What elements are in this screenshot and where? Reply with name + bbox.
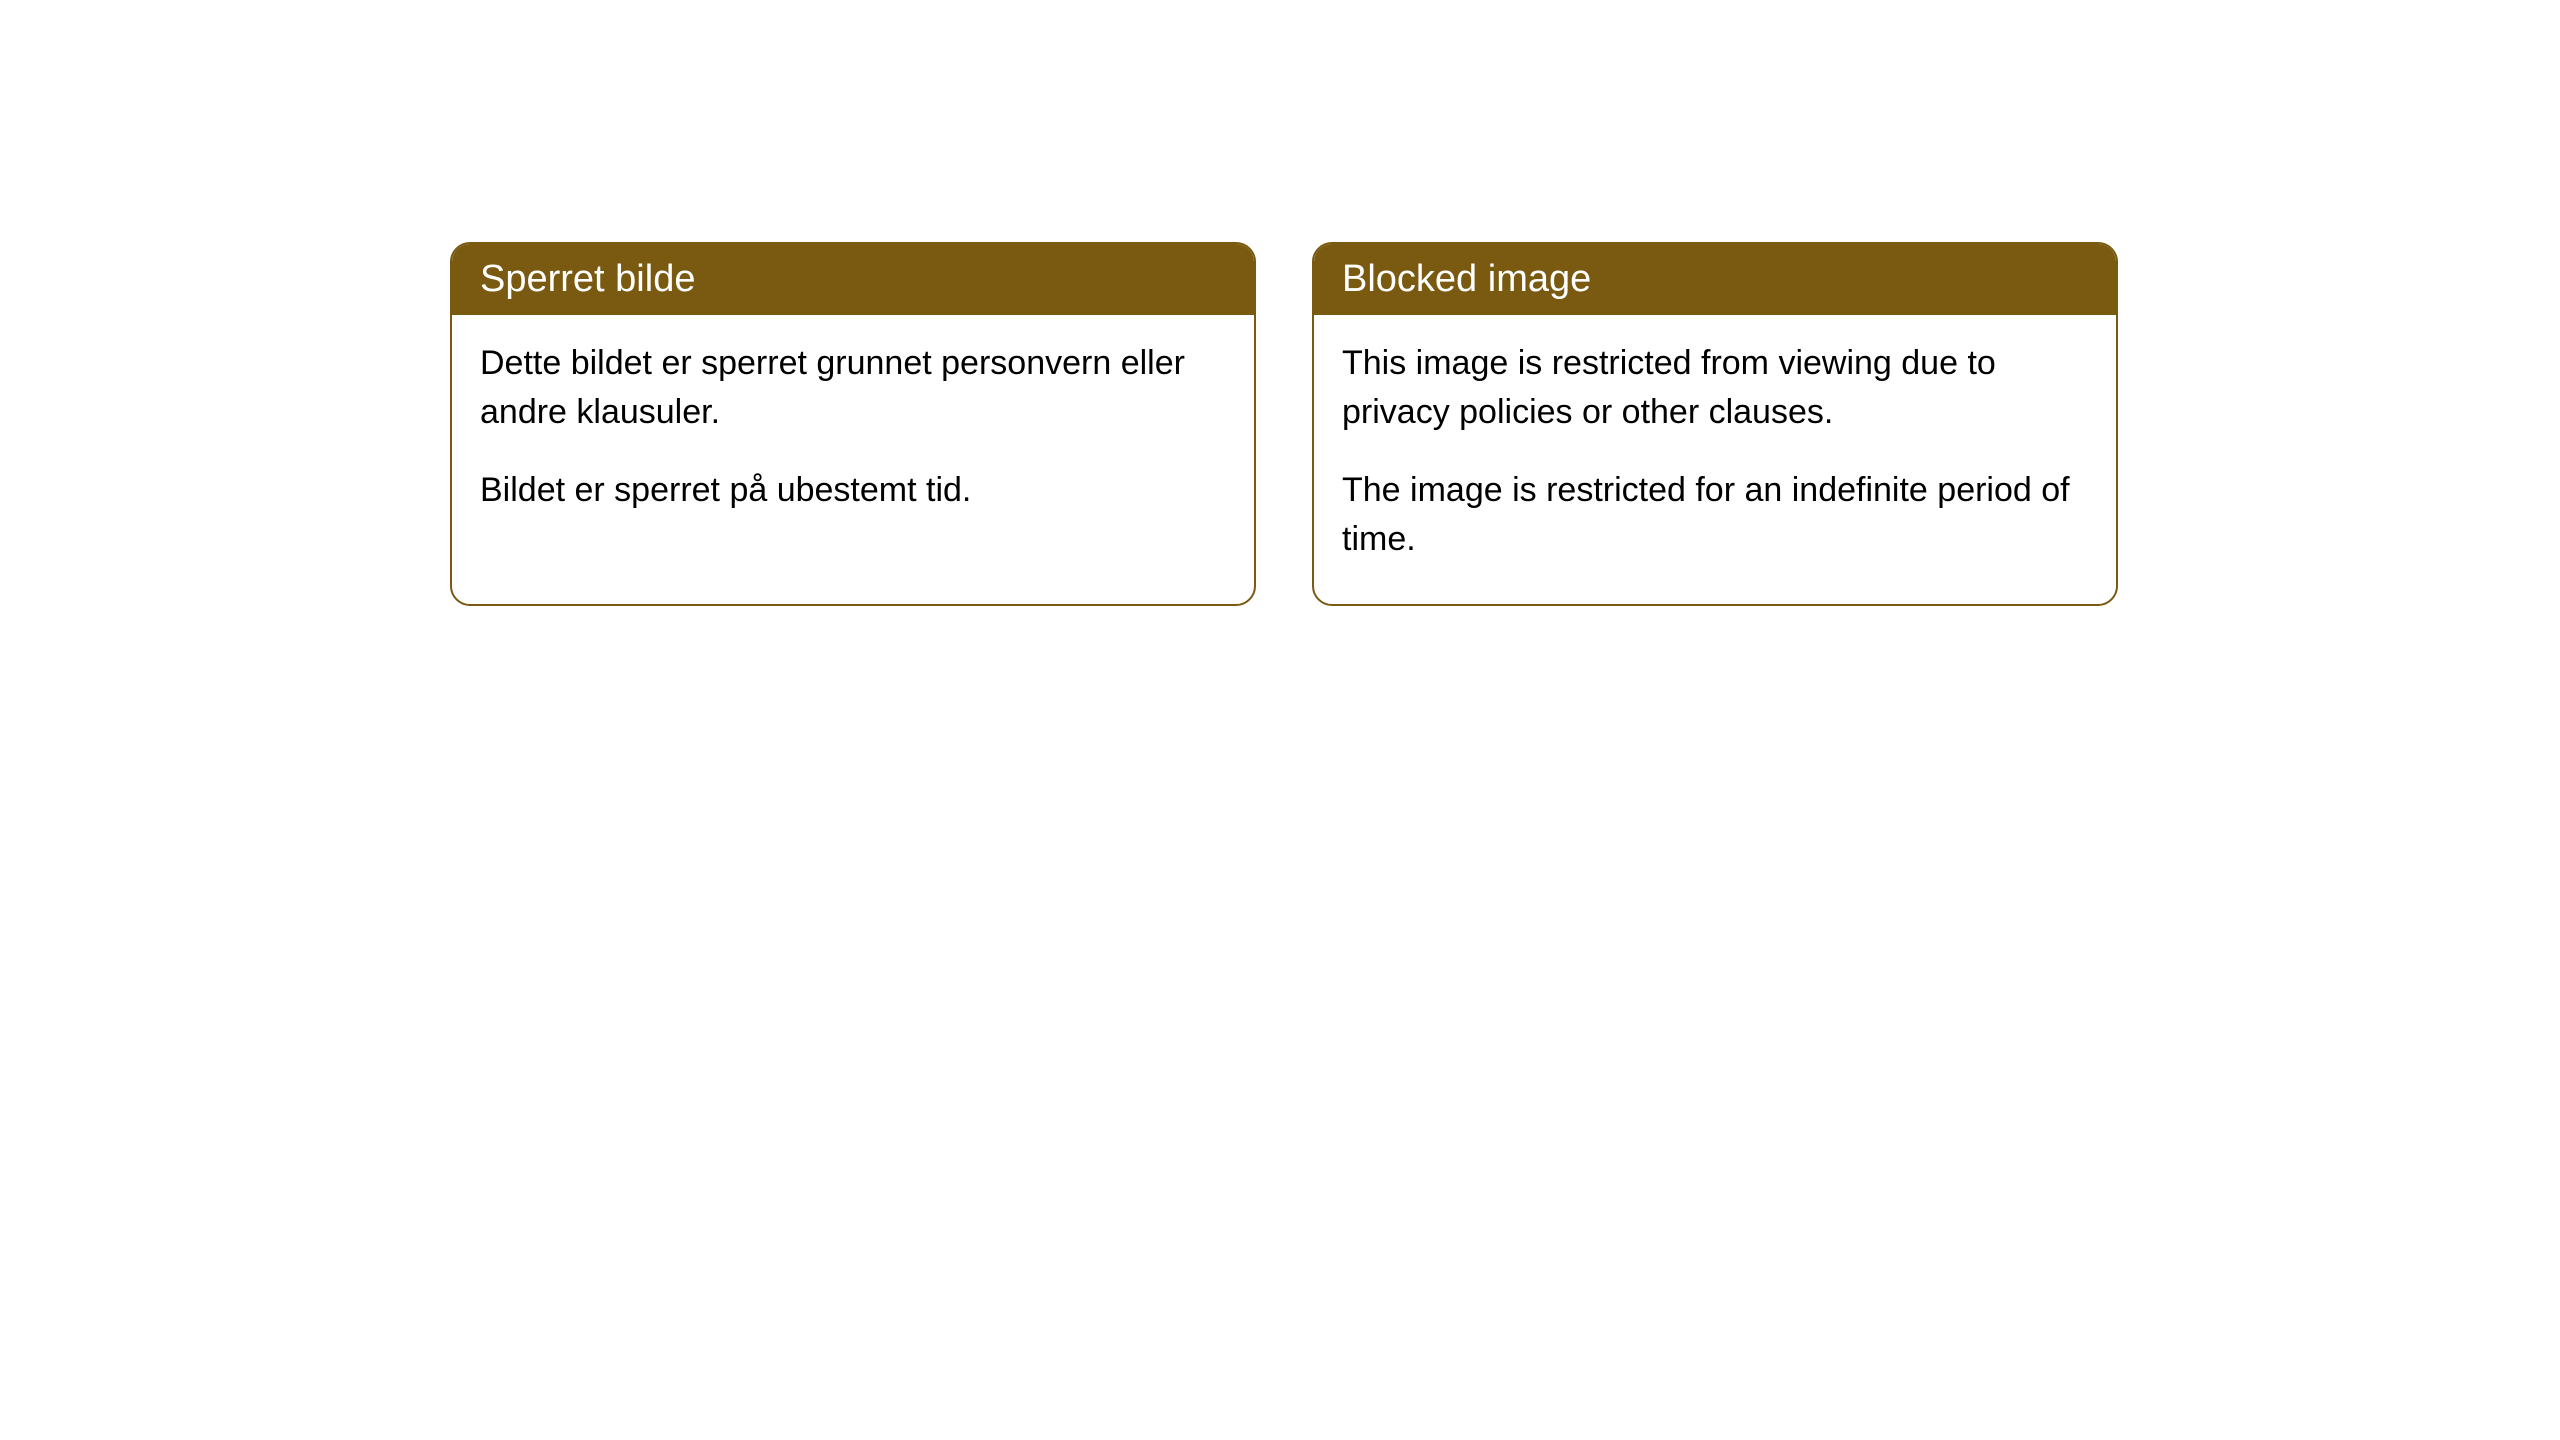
card-paragraph: Dette bildet er sperret grunnet personve… [480,339,1226,438]
notice-card-norwegian: Sperret bilde Dette bildet er sperret gr… [450,242,1256,606]
card-body: This image is restricted from viewing du… [1314,315,2116,604]
notice-card-english: Blocked image This image is restricted f… [1312,242,2118,606]
card-header: Blocked image [1314,244,2116,315]
card-paragraph: The image is restricted for an indefinit… [1342,466,2088,565]
notice-cards-container: Sperret bilde Dette bildet er sperret gr… [450,242,2118,606]
card-header: Sperret bilde [452,244,1254,315]
card-paragraph: This image is restricted from viewing du… [1342,339,2088,438]
card-title: Sperret bilde [480,258,695,300]
card-body: Dette bildet er sperret grunnet personve… [452,315,1254,555]
card-paragraph: Bildet er sperret på ubestemt tid. [480,466,1226,515]
card-title: Blocked image [1342,258,1591,300]
